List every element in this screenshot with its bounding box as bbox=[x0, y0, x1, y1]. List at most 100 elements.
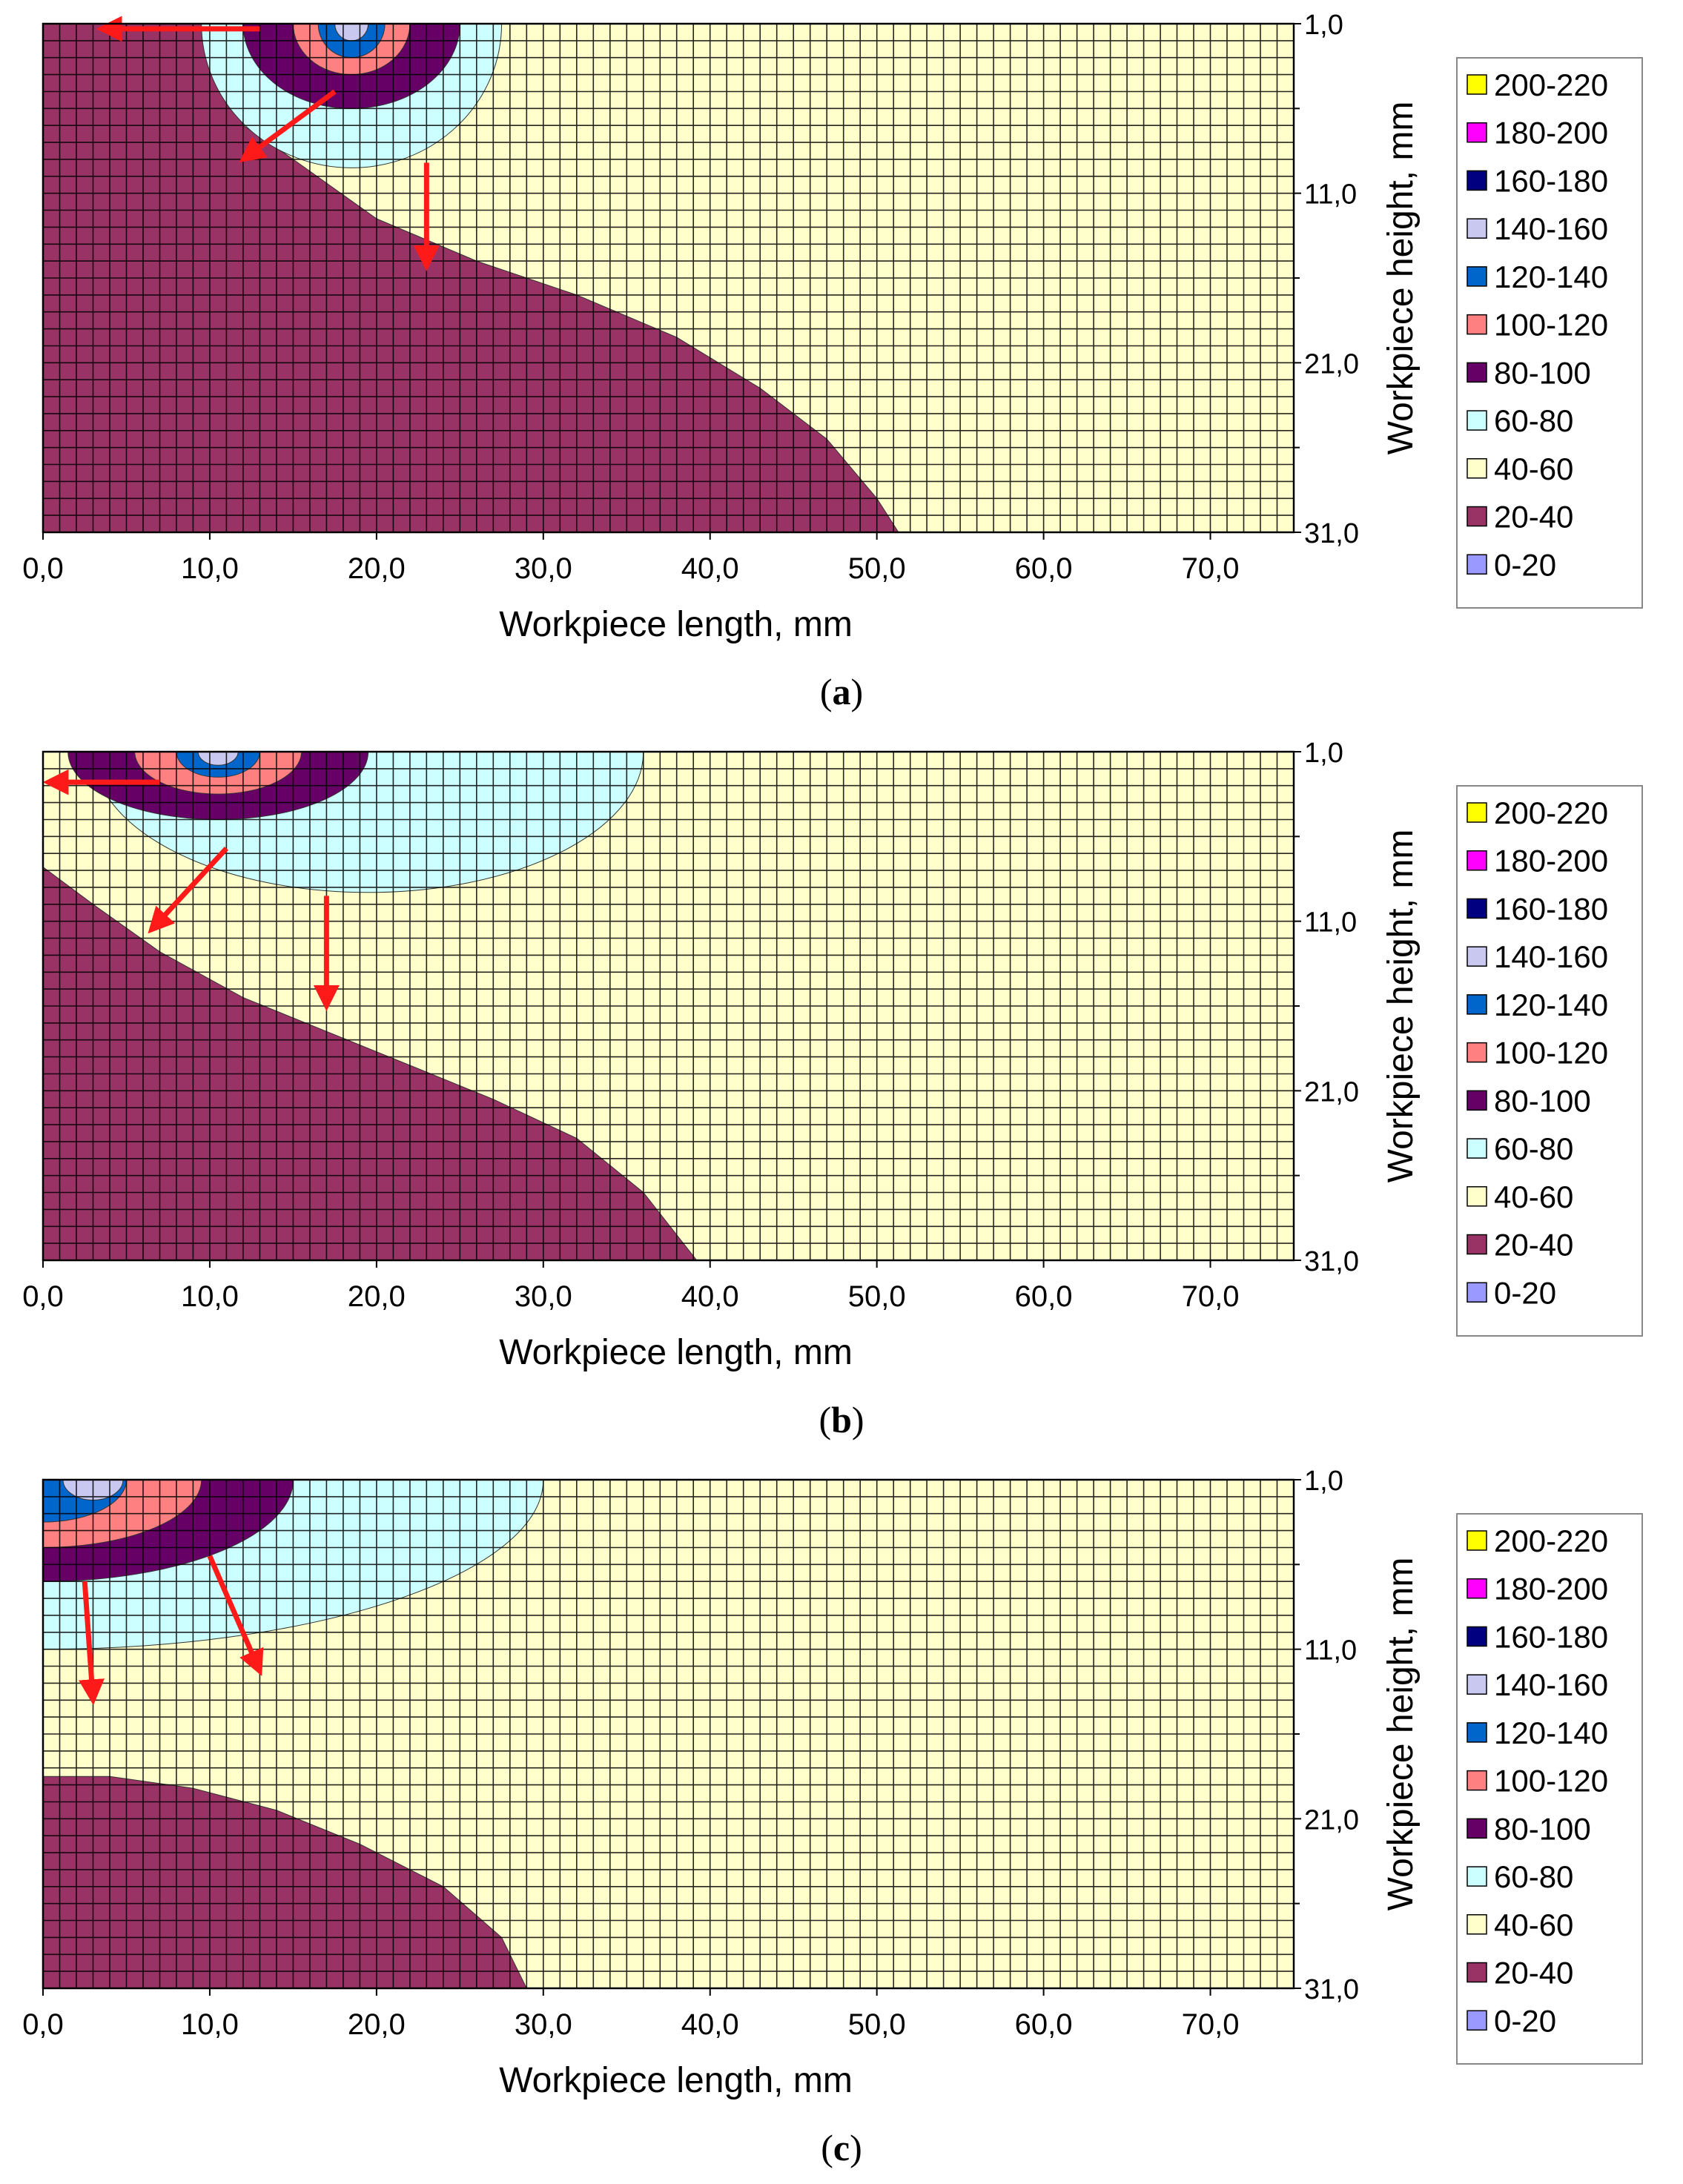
x-tick-label: 10,0 bbox=[181, 2008, 239, 2041]
heat-flow-arrow-2 bbox=[207, 1555, 264, 1676]
legend-label-40-60: 40-60 bbox=[1494, 1907, 1573, 1942]
legend-swatch-160-180 bbox=[1467, 898, 1487, 919]
legend-label-80-100: 80-100 bbox=[1494, 1811, 1591, 1846]
y-tick-label: 21,0 bbox=[1304, 1804, 1359, 1836]
legend-label-120-140: 120-140 bbox=[1494, 1715, 1608, 1750]
x-tick-label: 10,0 bbox=[181, 552, 239, 585]
legend-label-100-120: 100-120 bbox=[1494, 1036, 1608, 1071]
x-tick-label: 60,0 bbox=[1015, 552, 1073, 585]
legend-label-60-80: 60-80 bbox=[1494, 1131, 1573, 1166]
legend-swatch-60-80 bbox=[1467, 410, 1487, 431]
x-tick-label: 70,0 bbox=[1182, 552, 1240, 585]
legend-swatch-200-220 bbox=[1467, 74, 1487, 95]
legend-swatch-120-140 bbox=[1467, 1722, 1487, 1743]
heat-flow-arrow-1 bbox=[79, 1581, 105, 1706]
x-tick-label: 30,0 bbox=[515, 1280, 572, 1313]
y-axis: 1,0 11,0 21,0 31,0 bbox=[1294, 10, 1359, 549]
legend-label-160-180: 160-180 bbox=[1494, 1619, 1608, 1654]
legend-swatch-180-200 bbox=[1467, 122, 1487, 143]
temperature-contour-chart-a: 0,0 10,0 20,0 30,0 40,0 50,0 60,0 70,0 Workpiece… bbox=[22, 10, 1643, 644]
legend: 200-220 180-200 160-180 140-160 120-140 100-1… bbox=[1456, 785, 1643, 1337]
legend-swatch-80-100 bbox=[1467, 362, 1487, 383]
temperature-contour-chart-b: 0,0 10,0 20,0 30,0 40,0 50,0 60,0 70,0 Workpiece… bbox=[22, 738, 1643, 1372]
x-tick-label: 0,0 bbox=[22, 1280, 64, 1313]
x-axis-title: Workpiece length, mm bbox=[499, 1333, 853, 1372]
y-tick-label: 11,0 bbox=[1304, 1635, 1357, 1667]
y-tick-label: 31,0 bbox=[1304, 1246, 1359, 1277]
legend-swatch-60-80 bbox=[1467, 1866, 1487, 1887]
legend-swatch-140-160 bbox=[1467, 218, 1487, 239]
y-tick-label: 1,0 bbox=[1304, 1466, 1343, 1497]
legend-swatch-180-200 bbox=[1467, 1578, 1487, 1599]
legend-label-160-180: 160-180 bbox=[1494, 891, 1608, 926]
legend-label-140-160: 140-160 bbox=[1494, 211, 1608, 246]
panel-label-c: (c) bbox=[821, 2127, 862, 2168]
legend-label-200-220: 200-220 bbox=[1494, 795, 1608, 830]
legend-swatch-160-180 bbox=[1467, 170, 1487, 191]
y-tick-label: 11,0 bbox=[1304, 907, 1357, 939]
y-axis-title: Workpiece height, mm bbox=[1381, 1558, 1421, 1911]
legend-label-60-80: 60-80 bbox=[1494, 1859, 1573, 1894]
x-axis-title: Workpiece length, mm bbox=[499, 605, 853, 644]
y-tick-label: 31,0 bbox=[1304, 1974, 1359, 2005]
legend-swatch-40-60 bbox=[1467, 1186, 1487, 1207]
x-axis: 0,0 10,0 20,0 30,0 40,0 50,0 60,0 70,0 bbox=[22, 532, 1239, 585]
x-tick-label: 40,0 bbox=[681, 1280, 739, 1313]
y-tick-label: 1,0 bbox=[1304, 738, 1343, 769]
legend-frame bbox=[1456, 57, 1643, 609]
legend-swatch-100-120 bbox=[1467, 314, 1487, 335]
y-axis-title: Workpiece height, mm bbox=[1381, 830, 1421, 1183]
y-axis: 1,0 11,0 21,0 31,0 bbox=[1294, 1466, 1359, 2005]
legend-swatch-0-20 bbox=[1467, 1282, 1487, 1303]
legend: 200-220 180-200 160-180 140-160 120-140 100-1… bbox=[1456, 57, 1643, 609]
legend-label-20-40: 20-40 bbox=[1494, 1228, 1573, 1263]
legend: 200-220 180-200 160-180 140-160 120-140 100-1… bbox=[1456, 1513, 1643, 2065]
grid-lines bbox=[43, 24, 1294, 532]
legend-label-200-220: 200-220 bbox=[1494, 67, 1608, 102]
x-tick-label: 20,0 bbox=[348, 2008, 406, 2041]
legend-label-60-80: 60-80 bbox=[1494, 403, 1573, 438]
y-axis: 1,0 11,0 21,0 31,0 bbox=[1294, 738, 1359, 1277]
legend-swatch-140-160 bbox=[1467, 946, 1487, 967]
plot-area bbox=[43, 1480, 1294, 1988]
x-tick-label: 0,0 bbox=[22, 552, 64, 585]
chart-panel-a: 0,0 10,0 20,0 30,0 40,0 50,0 60,0 70,0 Workpiece… bbox=[0, 0, 1683, 728]
y-tick-label: 31,0 bbox=[1304, 518, 1359, 549]
chart-panel-c: 0,0 10,0 20,0 30,0 40,0 50,0 60,0 70,0 Workpiece… bbox=[0, 1456, 1683, 2184]
legend-label-180-200: 180-200 bbox=[1494, 1572, 1608, 1606]
legend-frame bbox=[1456, 1513, 1643, 2065]
x-tick-label: 20,0 bbox=[348, 1280, 406, 1313]
x-tick-label: 70,0 bbox=[1182, 1280, 1240, 1313]
x-tick-label: 60,0 bbox=[1015, 1280, 1073, 1313]
heat-flow-arrow-2 bbox=[239, 89, 337, 163]
legend-swatch-40-60 bbox=[1467, 458, 1487, 479]
legend-label-0-20: 0-20 bbox=[1494, 547, 1556, 582]
legend-label-100-120: 100-120 bbox=[1494, 1764, 1608, 1799]
legend-swatch-20-40 bbox=[1467, 506, 1487, 527]
x-tick-label: 40,0 bbox=[681, 552, 739, 585]
legend-label-80-100: 80-100 bbox=[1494, 1083, 1591, 1118]
y-tick-label: 11,0 bbox=[1304, 179, 1357, 211]
grid-lines bbox=[43, 752, 1294, 1260]
x-tick-label: 60,0 bbox=[1015, 2008, 1073, 2041]
legend-label-180-200: 180-200 bbox=[1494, 844, 1608, 878]
heat-flow-arrow-2 bbox=[148, 846, 228, 934]
plot-area bbox=[43, 752, 1294, 1260]
legend-label-200-220: 200-220 bbox=[1494, 1523, 1608, 1558]
x-tick-label: 10,0 bbox=[181, 1280, 239, 1313]
temperature-contour-chart-c: 0,0 10,0 20,0 30,0 40,0 50,0 60,0 70,0 Workpiece… bbox=[22, 1466, 1643, 2100]
legend-swatch-180-200 bbox=[1467, 850, 1487, 871]
x-axis-title: Workpiece length, mm bbox=[499, 2061, 853, 2100]
legend-frame bbox=[1456, 785, 1643, 1337]
legend-swatch-160-180 bbox=[1467, 1626, 1487, 1647]
x-tick-label: 30,0 bbox=[515, 2008, 572, 2041]
legend-label-160-180: 160-180 bbox=[1494, 163, 1608, 198]
legend-swatch-100-120 bbox=[1467, 1770, 1487, 1791]
legend-swatch-40-60 bbox=[1467, 1914, 1487, 1935]
legend-label-180-200: 180-200 bbox=[1494, 116, 1608, 150]
panel-label-b: (b) bbox=[819, 1399, 864, 1440]
y-axis-title: Workpiece height, mm bbox=[1381, 102, 1421, 455]
x-tick-label: 70,0 bbox=[1182, 2008, 1240, 2041]
x-tick-label: 20,0 bbox=[348, 552, 406, 585]
legend-swatch-140-160 bbox=[1467, 1674, 1487, 1695]
